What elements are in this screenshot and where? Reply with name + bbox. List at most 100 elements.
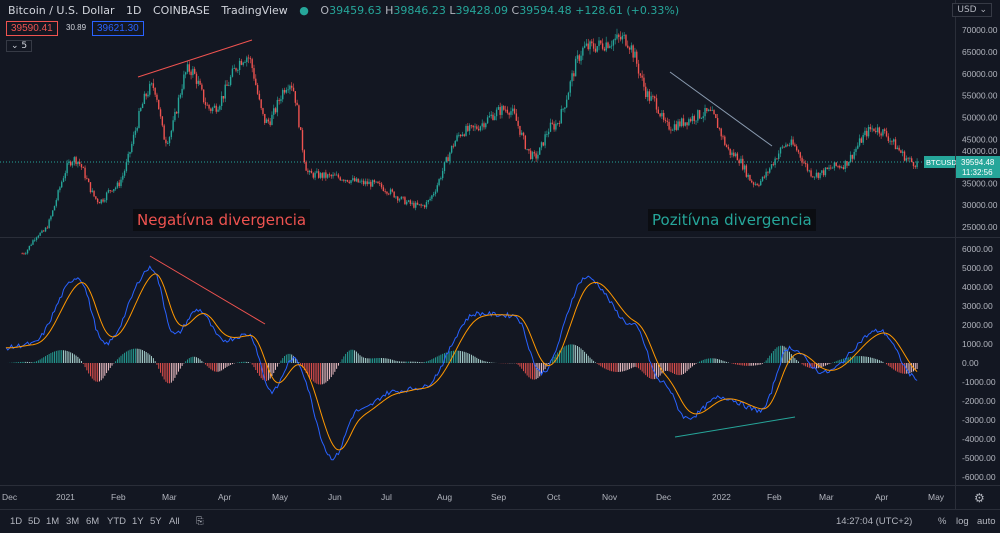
candle	[397, 195, 399, 204]
clock[interactable]: 14:27:04 (UTC+2)	[836, 516, 913, 527]
candle	[831, 166, 834, 169]
candle	[50, 215, 52, 222]
candle	[68, 159, 70, 166]
macd-tick: -2000.00	[962, 396, 996, 406]
price-trendline-positive[interactable]	[669, 71, 773, 147]
settings-gear-icon[interactable]: ⚙	[974, 491, 985, 505]
candle	[671, 128, 674, 131]
percent-toggle[interactable]: %	[938, 516, 947, 527]
range-button-5y[interactable]: 5Y	[150, 516, 162, 527]
candle-body	[265, 119, 268, 123]
candle	[648, 89, 651, 104]
candle-body	[765, 171, 767, 178]
candle	[896, 145, 899, 150]
candle-body	[792, 139, 794, 145]
candle-body	[149, 83, 151, 95]
candle-body	[210, 108, 212, 112]
candle	[337, 173, 340, 179]
candle-body	[781, 146, 784, 148]
candle	[763, 175, 766, 179]
buy-price-button[interactable]: 39621.30	[92, 21, 144, 36]
candle	[274, 106, 277, 115]
log-toggle[interactable]: log	[956, 516, 969, 527]
candle	[821, 170, 823, 176]
candle-body	[580, 55, 582, 61]
auto-toggle[interactable]: auto	[977, 516, 996, 527]
candle	[269, 118, 271, 127]
candle	[87, 178, 90, 183]
candle-body	[186, 64, 189, 73]
candle	[540, 141, 543, 151]
sell-price-button[interactable]: 39590.41	[6, 21, 58, 36]
range-button-6m[interactable]: 6M	[86, 516, 100, 527]
indicators-toggle[interactable]: ⌄ 5	[6, 40, 33, 52]
candle-body	[301, 130, 304, 151]
candle	[407, 199, 410, 203]
range-button-1d[interactable]: 1D	[10, 516, 23, 527]
candle	[637, 59, 640, 79]
positive-divergence-label[interactable]: Pozitívna divergencia	[648, 209, 816, 231]
currency-select[interactable]: USD ⌄	[952, 3, 992, 17]
candle	[779, 146, 782, 158]
range-button-3m[interactable]: 3M	[66, 516, 80, 527]
candle-body	[790, 139, 792, 145]
candle	[618, 33, 620, 43]
candle-body	[244, 62, 246, 63]
candle	[102, 198, 104, 203]
candle-body	[456, 135, 458, 142]
candle	[220, 91, 223, 111]
range-button-1y[interactable]: 1Y	[132, 516, 144, 527]
candle-body	[718, 127, 721, 129]
candle-body	[368, 181, 370, 185]
time-tick: Dec	[656, 492, 672, 502]
candle-body	[909, 158, 911, 160]
candle	[411, 200, 413, 206]
candle	[549, 118, 552, 133]
candle	[382, 185, 385, 192]
macd-trendline-negative[interactable]	[149, 255, 266, 325]
range-button-5d[interactable]: 5D	[28, 516, 41, 527]
candle	[556, 122, 559, 126]
range-button-1m[interactable]: 1M	[46, 516, 60, 527]
candle	[206, 102, 208, 106]
candle	[587, 38, 589, 51]
negative-divergence-label[interactable]: Negatívna divergencia	[133, 209, 311, 231]
candle	[582, 46, 584, 60]
candle	[77, 161, 79, 168]
range-button-all[interactable]: All	[169, 516, 180, 527]
candle-body	[262, 108, 264, 114]
macd-trendline-positive[interactable]	[674, 416, 796, 438]
candle-body	[66, 163, 68, 174]
candle-body	[220, 95, 223, 106]
candle	[136, 126, 138, 133]
candle-body	[208, 104, 210, 109]
candle	[140, 107, 142, 112]
candle-body	[253, 68, 255, 79]
candle	[454, 139, 456, 147]
candle-body	[547, 131, 550, 135]
last-price-label: 39594.48	[961, 158, 995, 167]
candle	[348, 179, 350, 184]
candle	[589, 40, 591, 55]
candle	[634, 47, 636, 58]
range-button-ytd[interactable]: YTD	[107, 516, 126, 527]
interval[interactable]: 1D	[126, 4, 142, 17]
candle-body	[68, 161, 70, 164]
candle-body	[389, 189, 392, 194]
candle-body	[822, 170, 825, 176]
candle-body	[565, 99, 568, 108]
candle-body	[43, 230, 45, 232]
price-trendline-negative[interactable]	[137, 39, 253, 78]
candle	[795, 144, 798, 152]
goto-date-icon[interactable]: ⎘	[196, 516, 204, 527]
candle-body	[264, 113, 266, 123]
candle	[564, 107, 566, 113]
candle	[177, 94, 180, 118]
candle-body	[652, 96, 654, 98]
candle	[560, 105, 562, 124]
price-tick: 70000.00	[962, 25, 998, 35]
symbol-name[interactable]: Bitcoin / U.S. Dollar	[8, 4, 115, 17]
candle-body	[873, 128, 875, 131]
candle-body	[513, 108, 516, 114]
